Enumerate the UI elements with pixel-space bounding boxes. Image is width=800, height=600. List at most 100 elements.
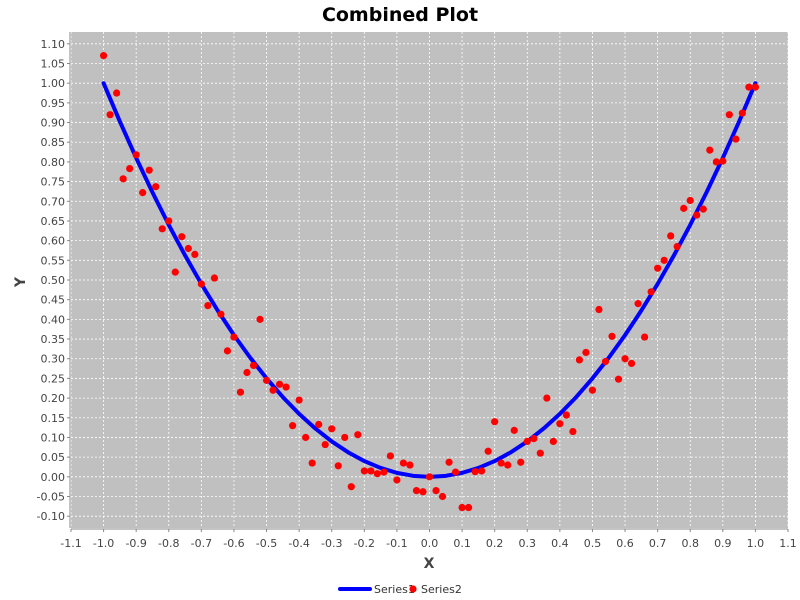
y-tick-label: 0.35 <box>41 333 66 346</box>
series2-point <box>380 468 388 476</box>
axes: -1.1 -1.0 -0.9 -0.8 -0.7 -0.6 -0.5 -0.4 -0.3 -0.2… <box>37 32 797 550</box>
x-tick-label: 0.5 <box>584 537 602 550</box>
y-tick-label: 0.60 <box>41 235 66 248</box>
series2-point <box>171 268 179 276</box>
series2-point <box>308 459 316 467</box>
series2-point <box>282 383 290 391</box>
x-tick-label: 0.7 <box>649 537 667 550</box>
series2-point <box>119 175 127 183</box>
series2-point <box>269 386 277 394</box>
x-tick-label: -0.1 <box>386 537 407 550</box>
y-tick-label: 1.05 <box>41 57 66 70</box>
series2-point <box>178 233 186 241</box>
x-tick-label: -0.3 <box>321 537 342 550</box>
x-tick-label: -1.0 <box>93 537 114 550</box>
series2-point <box>465 503 473 512</box>
grid-lines <box>70 32 789 528</box>
y-tick-label: -0.05 <box>37 491 65 504</box>
x-tick-label: -0.4 <box>288 537 309 550</box>
series2-point <box>197 280 205 288</box>
series2-point <box>315 420 323 429</box>
series2-point <box>295 396 303 404</box>
series2-point <box>712 158 720 166</box>
series2-point <box>686 196 694 205</box>
series2-point <box>725 111 733 119</box>
y-tick-label: 0.80 <box>41 156 66 169</box>
series2-point <box>614 375 623 383</box>
series2-point <box>543 394 551 402</box>
series2-point <box>256 315 264 323</box>
series2-point <box>204 301 212 310</box>
series2-point <box>699 205 707 213</box>
x-tick-label: -0.6 <box>223 537 244 550</box>
x-tick-label: -1.1 <box>60 537 81 550</box>
y-tick-label: 0.10 <box>41 431 66 444</box>
series2-point <box>99 52 108 60</box>
series2-point <box>223 347 232 355</box>
series2-point <box>667 232 675 240</box>
series2-point <box>432 487 440 495</box>
series2-point <box>302 433 310 442</box>
y-tick-label: 0.65 <box>41 215 66 228</box>
series2-point <box>517 458 525 466</box>
series2-point <box>217 310 225 318</box>
series2-point <box>536 449 544 457</box>
y-tick-label: 0.05 <box>41 451 66 464</box>
y-tick-label: 0.85 <box>41 136 66 149</box>
y-tick-label: 0.00 <box>41 471 66 484</box>
series2-point <box>184 244 192 253</box>
x-axis-title: X <box>424 556 435 572</box>
series2-point <box>406 461 414 469</box>
series2-point <box>132 151 140 159</box>
x-tick-label: 0.4 <box>551 537 569 550</box>
series2-point <box>693 211 701 219</box>
x-tick-label: -0.5 <box>256 537 277 550</box>
series2-point <box>275 380 284 388</box>
x-tick-label: 0.8 <box>681 537 699 550</box>
series2-point <box>360 467 368 475</box>
series2-point <box>491 418 499 426</box>
series2-point <box>706 146 714 154</box>
x-tick-label: 1.0 <box>747 537 765 550</box>
series2-point <box>641 333 649 341</box>
y-tick-label: 0.90 <box>41 117 66 130</box>
y-tick-label: 0.20 <box>41 392 66 405</box>
series2-point <box>249 361 258 370</box>
x-tick-label: 0.1 <box>453 537 471 550</box>
y-axis-title: Y <box>13 276 29 288</box>
x-tick-label: 0.0 <box>421 537 439 550</box>
series2-point <box>458 503 466 512</box>
series2-point <box>523 437 531 445</box>
series2-point <box>510 426 518 434</box>
x-tick-label: 0.2 <box>486 537 504 550</box>
x-tick-label: 0.9 <box>714 537 732 550</box>
x-tick-label: -0.7 <box>191 537 212 550</box>
series2-point <box>438 492 447 501</box>
y-tick-label: 1.10 <box>41 38 66 51</box>
y-tick-label: 0.30 <box>41 353 66 366</box>
x-tick-label: -0.2 <box>354 537 375 550</box>
series2-point <box>393 476 401 484</box>
series2-point <box>445 458 453 466</box>
series2-point <box>478 467 486 475</box>
series2-point <box>126 165 134 173</box>
series2-point <box>673 242 681 251</box>
series2-point <box>145 166 153 174</box>
series2-point <box>484 447 492 455</box>
series2-point <box>451 468 460 476</box>
series2-point <box>732 135 740 143</box>
series2-point <box>139 189 147 197</box>
series2-point <box>230 333 238 341</box>
y-tick-label: 0.95 <box>41 97 66 110</box>
series2-point <box>647 288 655 296</box>
series2-point <box>575 356 584 364</box>
legend-series1-label: Series1 <box>374 583 415 596</box>
series2-point <box>549 437 557 445</box>
series2-point <box>262 376 271 384</box>
series2-point <box>680 204 688 212</box>
series2-point <box>373 470 381 478</box>
series2-point <box>634 300 642 308</box>
y-tick-label: 1.00 <box>41 77 66 90</box>
series2-point <box>751 83 760 91</box>
